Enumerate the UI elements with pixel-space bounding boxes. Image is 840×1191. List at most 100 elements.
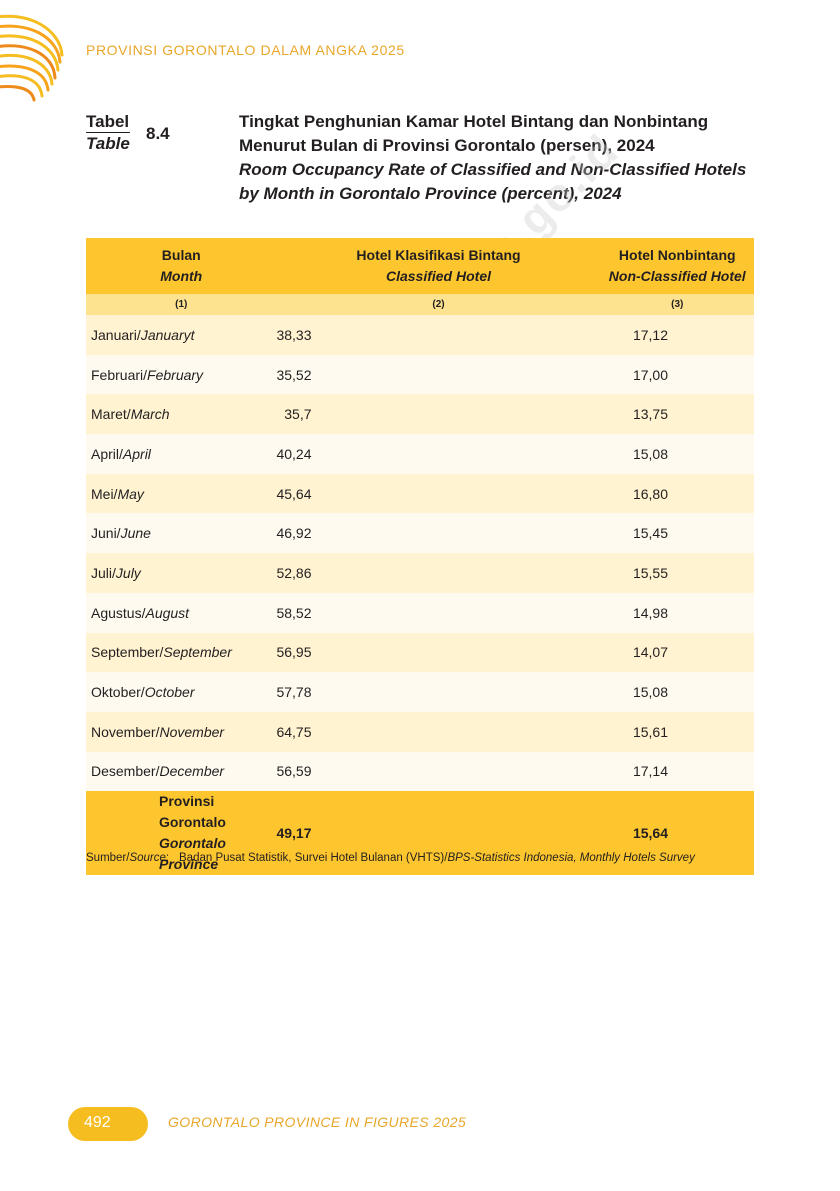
total-label-id: Provinsi Gorontalo (159, 793, 226, 831)
month-id: Juli/ (91, 564, 116, 581)
month-cell: Januari/Januaryt (86, 315, 277, 355)
month-id: November/ (91, 723, 160, 740)
non-classified-value: 14,98 (600, 592, 754, 633)
source-note: Sumber/Source: Badan Pusat Statistik, Su… (86, 852, 695, 864)
column-header-month-en: Month (160, 268, 203, 284)
non-classified-value: 15,45 (600, 513, 754, 554)
page-number-badge: 492 (68, 1107, 148, 1141)
source-text-en: BPS-Statistics Indonesia, Monthly Hotels… (447, 852, 695, 864)
non-classified-value: 15,08 (600, 434, 754, 474)
non-classified-value: 16,80 (600, 473, 754, 514)
month-en: August (145, 604, 190, 621)
classified-value: 64,75 (276, 711, 601, 752)
table-title-en: Room Occupancy Rate of Classified and No… (239, 160, 747, 203)
non-classified-value: 15,08 (600, 672, 754, 712)
table-row: Juli/July 52,86 15,55 (86, 553, 754, 593)
month-id: Agustus/ (91, 604, 146, 621)
table-row: September/September 56,95 14,07 (86, 632, 754, 673)
month-id: Februari/ (91, 366, 148, 383)
table-row: April/April 40,24 15,08 (86, 434, 754, 474)
month-en: February (147, 366, 204, 383)
non-classified-value: 17,00 (600, 354, 754, 395)
table-title: Tingkat Penghunian Kamar Hotel Bintang d… (239, 110, 759, 206)
month-cell: November/November (86, 711, 277, 752)
month-en: June (120, 525, 151, 542)
month-id: Juni/ (91, 525, 121, 542)
classified-value: 57,78 (276, 672, 601, 712)
total-row: Provinsi Gorontalo Gorontalo Province 49… (86, 791, 754, 876)
column-header-non-classified: Hotel Nonbintang Non-Classified Hotel (600, 238, 754, 294)
table-header-row: Bulan Month Hotel Klasifikasi Bintang Cl… (86, 238, 754, 294)
non-classified-value: 15,55 (600, 553, 754, 593)
table-number: 8.4 (146, 124, 170, 143)
table-row: Juni/June 46,92 15,45 (86, 513, 754, 554)
column-number: (3) (600, 294, 754, 315)
non-classified-value: 17,14 (600, 751, 754, 792)
month-cell: Agustus/August (86, 592, 277, 633)
column-header-month-id: Bulan (161, 247, 201, 263)
column-header-classified: Hotel Klasifikasi Bintang Classified Hot… (276, 238, 601, 294)
column-header-non-classified-id: Hotel Nonbintang (618, 247, 736, 263)
corner-decoration (0, 14, 64, 102)
month-en: July (115, 564, 141, 581)
month-cell: April/April (86, 434, 277, 474)
month-en: March (130, 406, 170, 423)
month-en: September (163, 644, 232, 661)
source-label-en: Source (129, 852, 166, 864)
occupancy-table: Bulan Month Hotel Klasifikasi Bintang Cl… (86, 238, 754, 876)
month-id: Oktober/ (91, 684, 145, 701)
table-row: Desember/December 56,59 17,14 (86, 751, 754, 792)
month-cell: Desember/December (86, 751, 277, 792)
month-id: Maret/ (91, 406, 131, 423)
non-classified-value: 13,75 (600, 394, 754, 435)
classified-value: 52,86 (276, 553, 601, 593)
non-classified-value: 17,12 (600, 315, 754, 355)
month-id: Mei/ (91, 485, 118, 502)
month-id: Desember/ (91, 763, 160, 780)
column-header-non-classified-en: Non-Classified Hotel (608, 268, 746, 284)
classified-value: 38,33 (276, 315, 601, 355)
month-en: Januaryt (140, 326, 195, 343)
month-en: May (117, 485, 144, 502)
classified-value: 56,95 (276, 632, 601, 673)
classified-value: 46,92 (276, 513, 601, 554)
table-body: Januari/Januaryt 38,33 17,12 Februari/Febru… (86, 315, 754, 792)
classified-value: 58,52 (276, 592, 601, 633)
month-en: November (159, 723, 225, 740)
classified-value: 45,64 (276, 473, 601, 514)
month-id: April/ (91, 445, 123, 462)
footer-title: GORONTALO PROVINCE IN FIGURES 2025 (168, 1114, 467, 1130)
total-label: Provinsi Gorontalo Gorontalo Province (86, 791, 277, 876)
month-cell: Mei/May (86, 473, 277, 514)
running-header: PROVINSI GORONTALO DALAM ANGKA 2025 (86, 42, 405, 58)
month-cell: Oktober/October (86, 672, 277, 712)
column-header-month: Bulan Month (86, 238, 277, 294)
classified-value: 40,24 (276, 434, 601, 474)
month-id: Januari/ (91, 326, 141, 343)
source-colon: : (165, 852, 170, 864)
table-row: Januari/Januaryt 38,33 17,12 (86, 315, 754, 355)
month-cell: Maret/March (86, 394, 277, 435)
table-row: Mei/May 45,64 16,80 (86, 473, 754, 514)
source-label-id: Sumber/ (86, 852, 130, 864)
non-classified-value: 14,07 (600, 632, 754, 673)
month-cell: Juni/June (86, 513, 277, 554)
month-en: October (144, 684, 195, 701)
table-label: Tabel Table (86, 112, 131, 155)
table-row: Agustus/August 58,52 14,98 (86, 592, 754, 633)
table-row: November/November 64,75 15,61 (86, 711, 754, 752)
month-en: December (159, 763, 225, 780)
total-classified: 49,17 (276, 791, 601, 876)
month-cell: Februari/February (86, 354, 277, 395)
column-number: (2) (276, 294, 601, 315)
total-label-en: Gorontalo Province (159, 835, 226, 873)
month-en: April (122, 445, 151, 462)
source-text: Badan Pusat Statistik, Survei Hotel Bula… (179, 852, 695, 864)
table-label-en: Table (86, 134, 130, 153)
column-number: (1) (86, 294, 277, 315)
table-row: Februari/February 35,52 17,00 (86, 354, 754, 395)
column-number-row: (1) (2) (3) (86, 294, 754, 315)
table-title-id: Tingkat Penghunian Kamar Hotel Bintang d… (239, 112, 709, 155)
month-cell: Juli/July (86, 553, 277, 593)
classified-value: 56,59 (276, 751, 601, 792)
